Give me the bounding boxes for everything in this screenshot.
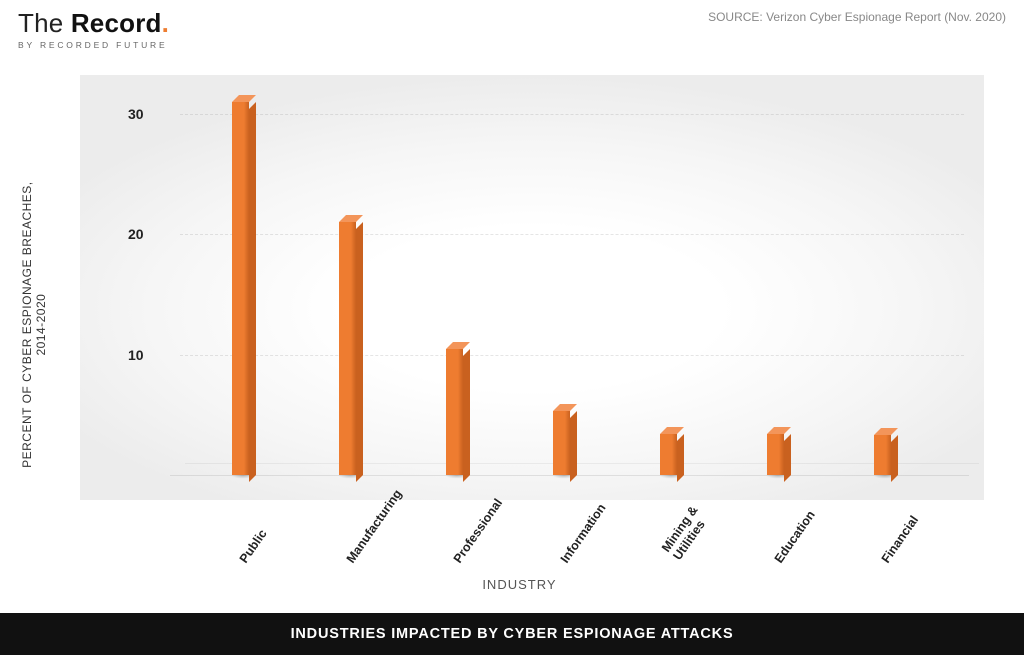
bar-front [339, 222, 356, 475]
bar-top [767, 427, 791, 434]
bar-top [232, 95, 256, 102]
bar [767, 434, 784, 475]
bar-front [232, 102, 249, 475]
header: The Record. BY RECORDED FUTURE SOURCE: V… [0, 0, 1024, 50]
bar-top [446, 342, 470, 349]
title-banner: INDUSTRIES IMPACTED BY CYBER ESPIONAGE A… [0, 613, 1024, 655]
logo-text: The Record. [18, 8, 169, 39]
logo-subtitle: BY RECORDED FUTURE [18, 40, 169, 50]
bar-side [570, 411, 577, 482]
bar [874, 435, 891, 475]
bar [232, 102, 249, 475]
logo-dot: . [162, 8, 169, 38]
bar-front [660, 434, 677, 475]
bar-side [463, 349, 470, 482]
logo-main: Record [71, 8, 162, 38]
bar [660, 434, 677, 475]
source-text: SOURCE: Verizon Cyber Espionage Report (… [708, 10, 1006, 24]
logo-prefix: The [18, 8, 71, 38]
bar [553, 411, 570, 475]
x-tick-label: Education [771, 508, 817, 566]
bar-side [677, 434, 684, 482]
bar-front [874, 435, 891, 475]
bar-front [446, 349, 463, 475]
x-tick-label: Professional [450, 496, 505, 565]
x-axis-labels: Public Manufacturing Professional Informati… [0, 478, 1024, 568]
bar-front [553, 411, 570, 475]
bar-top [660, 427, 684, 434]
bar [446, 349, 463, 475]
bar-side [249, 102, 256, 482]
x-tick-label: Manufacturing [343, 487, 404, 566]
x-tick-label: Financial [878, 513, 921, 565]
bar-side [891, 435, 898, 482]
x-tick-label: Public [236, 527, 269, 566]
bar-side [784, 434, 791, 482]
x-tick-label: Information [557, 501, 608, 565]
bar-top [339, 215, 363, 222]
chart-area: PERCENT OF CYBER ESPIONAGE BREACHES, 201… [0, 55, 1024, 610]
bar-top [874, 428, 898, 435]
x-axis-title: INDUSTRY [482, 577, 556, 592]
bar-front [767, 434, 784, 475]
banner-text: INDUSTRIES IMPACTED BY CYBER ESPIONAGE A… [291, 626, 734, 642]
bar-top [553, 404, 577, 411]
bar [339, 222, 356, 475]
bar-side [356, 222, 363, 482]
x-tick-label: Mining &Utilities [659, 503, 712, 562]
brand-logo: The Record. BY RECORDED FUTURE [18, 8, 169, 50]
